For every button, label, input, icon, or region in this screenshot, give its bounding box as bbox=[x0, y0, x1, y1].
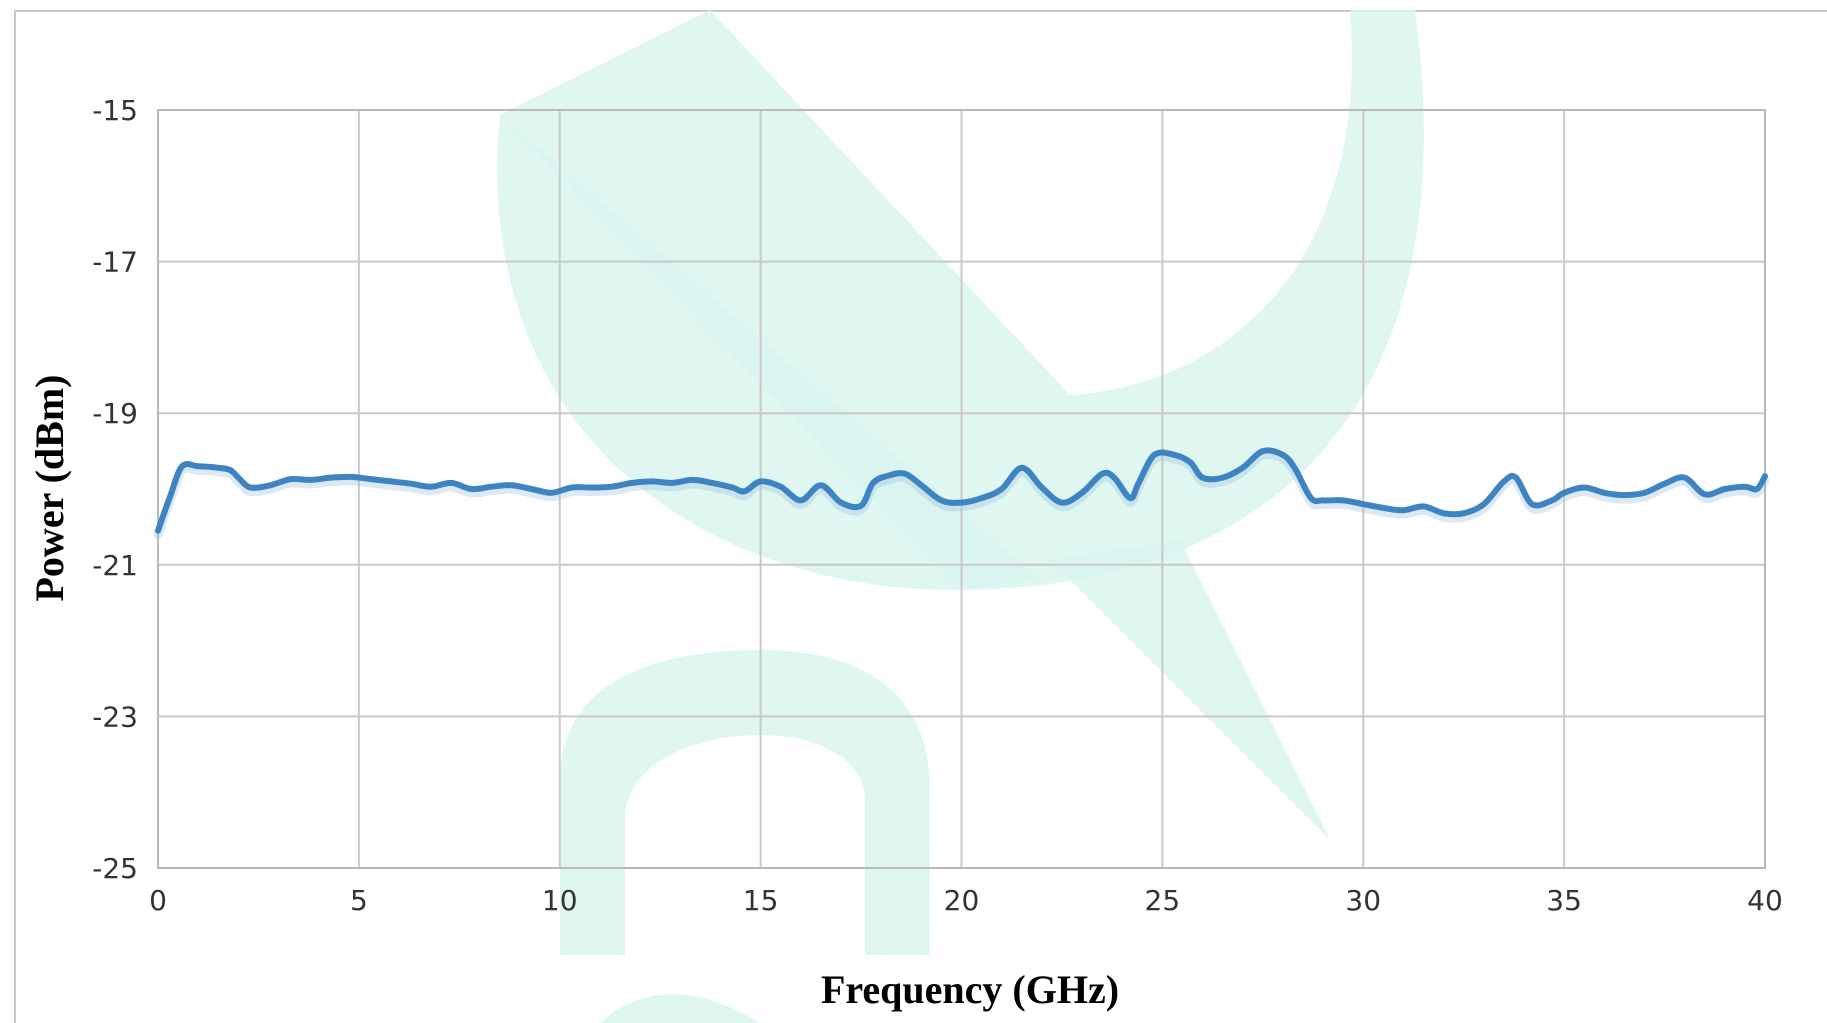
x-tick-label: 10 bbox=[542, 884, 578, 917]
series-line-shadow bbox=[153, 449, 1770, 540]
x-tick-label: 35 bbox=[1546, 884, 1582, 917]
y-tick-label: -17 bbox=[92, 246, 138, 279]
x-tick-label: 5 bbox=[350, 884, 368, 917]
y-tick-label: -23 bbox=[92, 700, 138, 733]
watermark-arch bbox=[560, 650, 930, 955]
x-tick-label: 25 bbox=[1145, 884, 1181, 917]
y-tick-label: -21 bbox=[92, 549, 138, 582]
y-axis-title: Power (dBm) bbox=[27, 375, 72, 602]
y-tick-label: -19 bbox=[92, 397, 138, 430]
y-tick-label: -15 bbox=[92, 94, 138, 127]
x-axis-title: Frequency (GHz) bbox=[821, 967, 1119, 1012]
x-tick-label: 40 bbox=[1747, 884, 1783, 917]
plot-area-border bbox=[157, 109, 1766, 869]
x-tick-label: 15 bbox=[743, 884, 779, 917]
x-tick-label: 0 bbox=[149, 884, 167, 917]
y-axis-ticks: -15 -17 -19 -21 -23 -25 bbox=[92, 94, 138, 885]
x-axis-ticks: 0 5 10 15 20 25 30 35 40 bbox=[149, 884, 1783, 917]
watermark-bottom bbox=[600, 994, 760, 1023]
x-tick-label: 20 bbox=[944, 884, 980, 917]
x-tick-label: 30 bbox=[1345, 884, 1381, 917]
series-line bbox=[155, 447, 1768, 534]
y-tick-label: -25 bbox=[92, 852, 138, 885]
chart-frame bbox=[14, 10, 1827, 1023]
